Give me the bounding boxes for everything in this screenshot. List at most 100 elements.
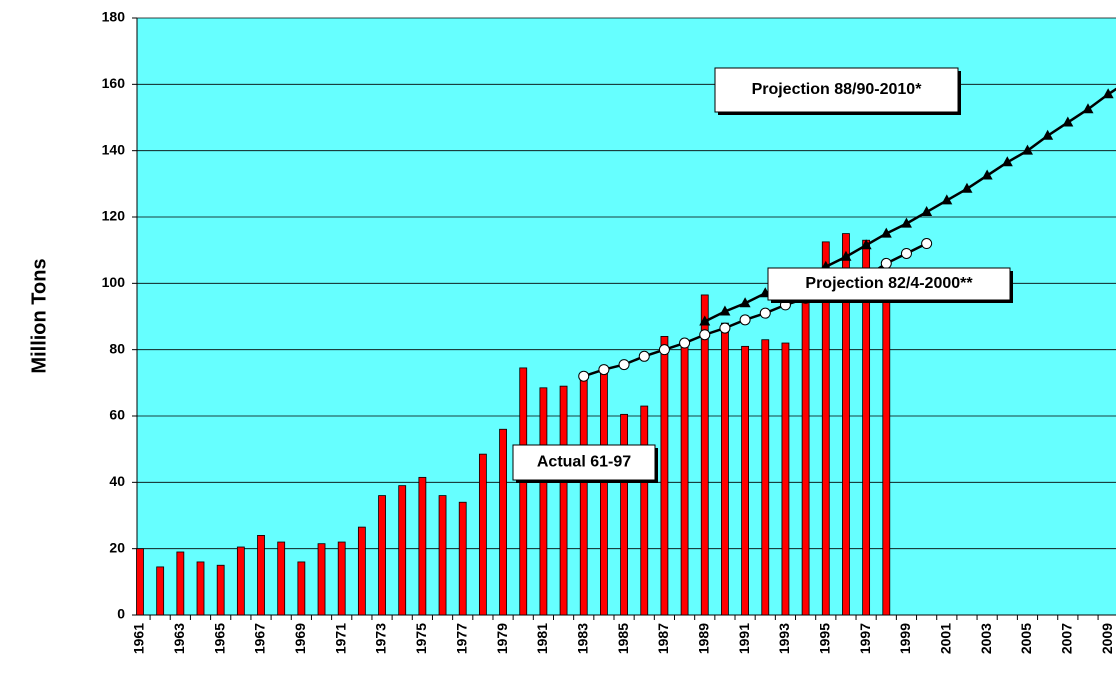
bar bbox=[136, 548, 144, 616]
marker bbox=[880, 227, 892, 238]
marker bbox=[981, 169, 993, 180]
y-tick-label: 0 bbox=[117, 606, 125, 622]
marker bbox=[578, 370, 590, 382]
marker bbox=[618, 359, 630, 371]
bar bbox=[458, 501, 467, 616]
y-axis-label: Million Tons bbox=[28, 258, 50, 373]
bar bbox=[640, 405, 649, 616]
bar bbox=[156, 566, 165, 616]
marker bbox=[880, 257, 892, 269]
x-tick-label: 1987 bbox=[655, 623, 671, 654]
y-tick-label: 20 bbox=[109, 539, 125, 555]
marker bbox=[900, 217, 912, 228]
bar bbox=[277, 541, 286, 616]
x-tick-label: 1977 bbox=[453, 623, 469, 654]
marker bbox=[1062, 116, 1074, 127]
bar bbox=[378, 495, 386, 616]
x-tick-label: 1965 bbox=[211, 623, 227, 654]
bar bbox=[600, 369, 608, 616]
bar bbox=[761, 339, 770, 616]
y-tick-label: 180 bbox=[102, 9, 126, 25]
bar bbox=[721, 322, 729, 616]
annotation: Projection 88/90-2010* bbox=[752, 81, 923, 98]
marker bbox=[840, 250, 852, 261]
x-tick-label: 1997 bbox=[857, 623, 873, 654]
x-tick-label: 1967 bbox=[252, 623, 268, 654]
bar bbox=[539, 387, 548, 616]
bar bbox=[418, 476, 427, 616]
x-tick-label: 1991 bbox=[736, 623, 752, 654]
x-tick-label: 1983 bbox=[574, 623, 590, 654]
bar bbox=[478, 453, 487, 616]
bar bbox=[357, 526, 366, 616]
bar bbox=[519, 367, 528, 616]
bar bbox=[882, 269, 891, 616]
x-tick-label: 1989 bbox=[695, 623, 711, 654]
x-tick-label: 1961 bbox=[131, 623, 147, 654]
marker bbox=[759, 307, 771, 319]
bar bbox=[257, 535, 265, 616]
x-tick-label: 1973 bbox=[373, 623, 389, 654]
x-tick-label: 1981 bbox=[534, 623, 550, 654]
bar bbox=[579, 379, 588, 616]
bar bbox=[236, 546, 245, 616]
bar bbox=[741, 345, 749, 616]
bar bbox=[620, 413, 628, 616]
marker bbox=[1082, 103, 1094, 114]
marker bbox=[900, 247, 912, 259]
bar bbox=[781, 342, 790, 616]
bar bbox=[297, 561, 306, 616]
bar bbox=[700, 294, 709, 616]
marker bbox=[1001, 156, 1013, 167]
bar bbox=[821, 241, 830, 616]
x-tick-label: 2007 bbox=[1059, 623, 1075, 654]
y-tick-label: 160 bbox=[102, 75, 126, 91]
marker bbox=[719, 322, 731, 334]
marker bbox=[961, 182, 973, 193]
x-tick-label: 2005 bbox=[1018, 623, 1034, 654]
bar bbox=[176, 551, 185, 616]
annotation-box bbox=[767, 267, 1011, 301]
x-tick-label: 1999 bbox=[897, 623, 913, 654]
bar bbox=[559, 385, 568, 616]
x-tick-label: 1971 bbox=[332, 623, 348, 654]
marker bbox=[699, 315, 711, 326]
bar bbox=[317, 543, 326, 616]
y-tick-label: 40 bbox=[109, 473, 125, 489]
x-tick-label: 2009 bbox=[1099, 623, 1115, 654]
x-tick-label: 1993 bbox=[776, 623, 792, 654]
marker bbox=[638, 350, 650, 362]
bar bbox=[680, 342, 689, 616]
marker bbox=[679, 337, 691, 349]
x-tick-label: 1995 bbox=[816, 623, 832, 654]
x-tick-label: 1985 bbox=[615, 623, 631, 654]
marker bbox=[921, 238, 933, 250]
y-tick-label: 100 bbox=[102, 274, 126, 290]
x-tick-label: 1969 bbox=[292, 623, 308, 654]
x-tick-label: 1975 bbox=[413, 623, 429, 654]
x-tick-label: 2003 bbox=[978, 623, 994, 654]
marker bbox=[598, 364, 610, 376]
bar bbox=[499, 428, 507, 616]
bar bbox=[660, 335, 669, 616]
x-tick-label: 2001 bbox=[938, 623, 954, 654]
annotation: Projection 82/4-2000** bbox=[805, 275, 973, 292]
marker bbox=[699, 329, 711, 341]
bar bbox=[216, 564, 225, 616]
marker bbox=[739, 314, 751, 326]
marker bbox=[1102, 88, 1114, 99]
marker bbox=[941, 194, 953, 205]
marker bbox=[921, 206, 933, 217]
annotation-box bbox=[714, 67, 959, 113]
bar bbox=[337, 541, 346, 616]
marker bbox=[719, 305, 731, 316]
marker bbox=[1042, 129, 1054, 140]
y-tick-label: 80 bbox=[109, 340, 125, 356]
x-tick-label: 1979 bbox=[494, 623, 510, 654]
y-tick-label: 60 bbox=[109, 407, 125, 423]
marker bbox=[739, 297, 751, 308]
bar bbox=[398, 485, 407, 616]
marker bbox=[860, 239, 872, 250]
bar bbox=[438, 495, 447, 616]
